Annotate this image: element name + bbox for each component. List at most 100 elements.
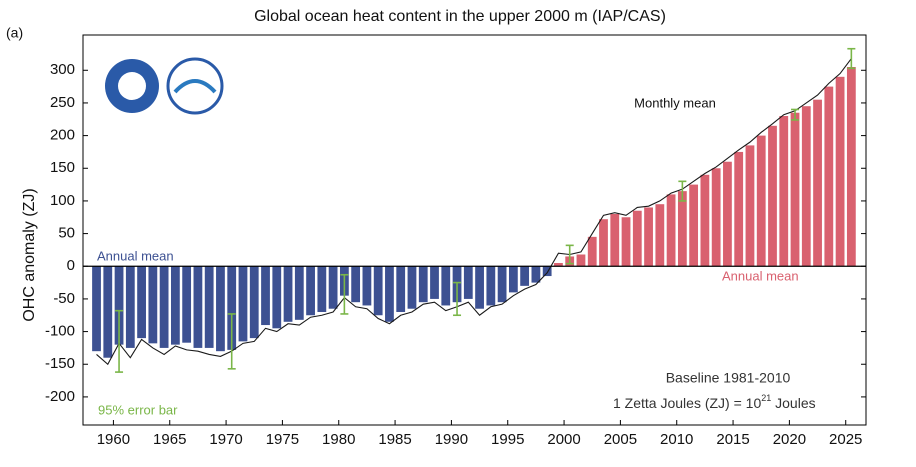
error-bar [227, 313, 236, 370]
logo-iap [166, 57, 224, 115]
bar [441, 266, 451, 306]
y-tick-label: 50 [58, 225, 75, 242]
bar [261, 266, 270, 326]
x-tick-label: 1990 [435, 431, 468, 448]
bar [362, 266, 372, 306]
bar [745, 145, 755, 267]
x-tick-label: 1975 [266, 431, 299, 448]
bar [711, 168, 721, 267]
error-bar [565, 244, 574, 265]
bar [418, 266, 428, 303]
y-tick-label: 0 [67, 257, 75, 274]
bar [351, 266, 361, 303]
plot-frame [82, 34, 867, 426]
bar [283, 266, 293, 322]
bar [475, 266, 484, 309]
bar [587, 236, 597, 267]
y-tick-label: -100 [45, 323, 75, 340]
y-tick-label: -200 [45, 388, 75, 405]
bar [824, 86, 834, 267]
x-tick-label: 1970 [209, 431, 242, 448]
x-tick-label: 2020 [773, 431, 806, 448]
bar [666, 194, 676, 267]
x-tick-label: 1965 [153, 431, 186, 448]
bar [148, 266, 158, 344]
x-tick-label: 2025 [829, 431, 862, 448]
x-tick-label: 2000 [547, 431, 580, 448]
bar [520, 266, 530, 286]
logo-cas-inner [118, 72, 146, 100]
bar [407, 266, 417, 309]
bar [542, 266, 552, 277]
bar [497, 266, 507, 303]
unit-note-part: 21 [761, 393, 771, 403]
bar [249, 266, 259, 339]
logo-iap-wave [173, 79, 217, 94]
bar [114, 266, 124, 345]
bar [813, 99, 822, 267]
bar [644, 207, 653, 267]
bar [182, 266, 192, 343]
unit-note-part: 1 Zetta Joules (ZJ) = 10 [613, 395, 761, 411]
x-tick-label: 1995 [491, 431, 524, 448]
bar [125, 266, 135, 348]
y-axis-label: OHC anomaly (ZJ) [21, 188, 38, 321]
bar [655, 204, 665, 267]
bar [610, 213, 620, 267]
x-tick-label: 2010 [660, 431, 693, 448]
bar [621, 217, 631, 267]
panel-label: (a) [6, 25, 23, 41]
bar [170, 266, 180, 345]
bar [846, 67, 856, 267]
error-bar [115, 309, 124, 373]
bar [734, 151, 744, 267]
y-tick-label: 200 [50, 127, 75, 144]
chart-title: Global ocean heat content in the upper 2… [254, 8, 666, 25]
bar [373, 266, 383, 316]
bar [531, 266, 541, 283]
bar [835, 76, 845, 267]
y-tick-label: -50 [53, 290, 75, 307]
bar [193, 266, 203, 348]
bar [92, 266, 101, 352]
bar [779, 116, 789, 267]
bar [486, 266, 496, 306]
bar [700, 174, 710, 267]
bar [204, 266, 214, 348]
bar [723, 161, 732, 267]
x-tick-label: 2005 [604, 431, 637, 448]
y-tick-label: 300 [50, 61, 75, 78]
bar [756, 135, 766, 267]
bar [801, 106, 811, 267]
baseline-note: Baseline 1981-2010 [666, 370, 791, 386]
legend-error: 95% error bar [98, 402, 178, 417]
bar [159, 266, 169, 348]
legend-monthly: Monthly mean [634, 95, 716, 110]
bar [508, 266, 518, 293]
bar [396, 266, 406, 312]
bar [216, 266, 225, 352]
line [96, 58, 852, 366]
bar [272, 266, 282, 329]
bar [385, 266, 394, 322]
y-tick-label: -150 [45, 355, 75, 372]
bar [317, 266, 327, 312]
error-bar [453, 281, 462, 317]
bar [632, 210, 642, 267]
bar [790, 112, 800, 267]
error-bar [340, 273, 349, 315]
x-tick-label: 1960 [97, 431, 130, 448]
x-tick-label: 1980 [322, 431, 355, 448]
bar [689, 184, 699, 267]
bar [768, 125, 777, 267]
error-bar [847, 47, 856, 70]
error-bar [678, 180, 687, 202]
logos [105, 57, 224, 115]
bar [554, 262, 563, 267]
bar [306, 266, 315, 316]
unit-note: 1 Zetta Joules (ZJ) = 1021 Joules [613, 393, 816, 410]
bar [137, 266, 146, 339]
bar [294, 266, 304, 320]
unit-note-part: Joules [771, 395, 815, 411]
